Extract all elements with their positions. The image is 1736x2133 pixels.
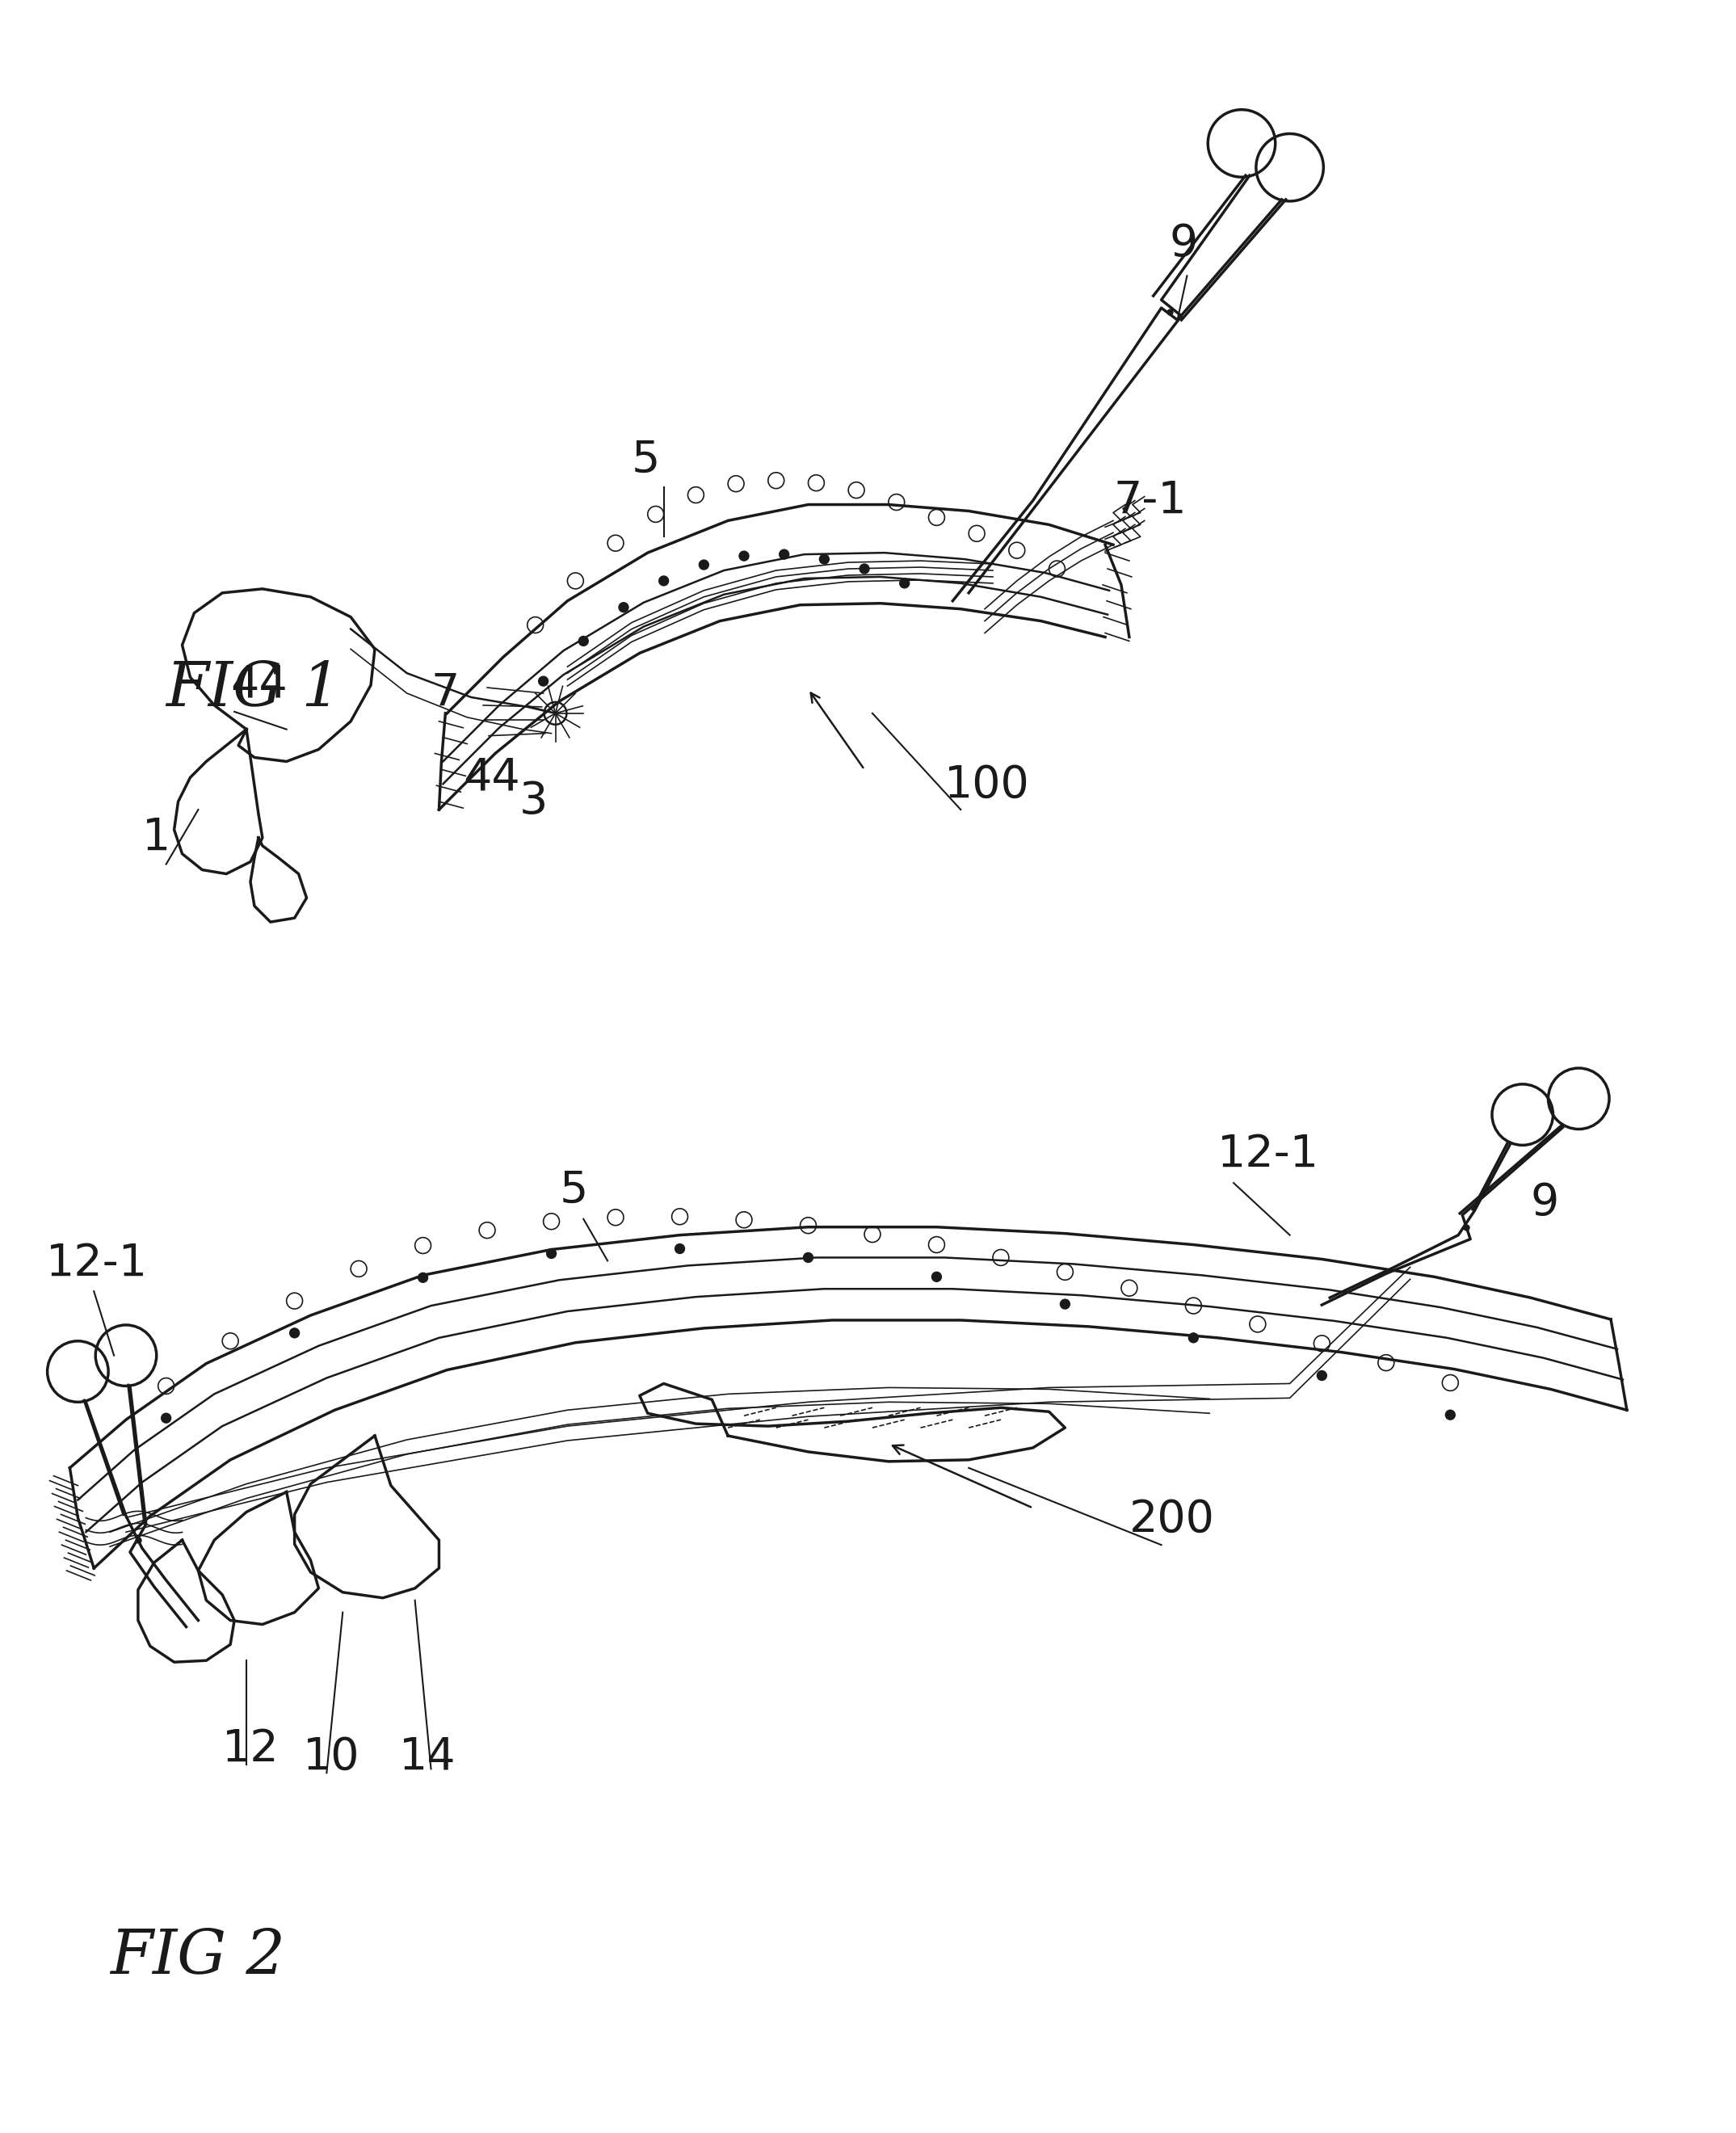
Text: 12-1: 12-1 xyxy=(45,1241,148,1284)
Circle shape xyxy=(618,602,628,612)
Circle shape xyxy=(1189,1333,1198,1342)
Text: 7-1: 7-1 xyxy=(1113,478,1186,523)
Circle shape xyxy=(578,636,589,646)
Text: FIG 1: FIG 1 xyxy=(167,659,342,719)
Text: 12-1: 12-1 xyxy=(1217,1133,1319,1177)
Circle shape xyxy=(804,1252,812,1263)
Text: 5: 5 xyxy=(559,1169,589,1214)
Circle shape xyxy=(660,576,668,587)
Circle shape xyxy=(547,1248,556,1258)
Circle shape xyxy=(161,1414,170,1423)
Circle shape xyxy=(819,555,830,563)
Circle shape xyxy=(290,1329,299,1337)
Text: 9: 9 xyxy=(1170,222,1198,264)
Circle shape xyxy=(538,676,549,687)
Text: 9: 9 xyxy=(1531,1182,1559,1224)
Circle shape xyxy=(779,550,788,559)
Circle shape xyxy=(932,1271,941,1282)
Circle shape xyxy=(1061,1299,1069,1310)
Text: 1: 1 xyxy=(142,815,170,860)
Circle shape xyxy=(418,1273,427,1282)
Circle shape xyxy=(1318,1372,1326,1380)
Text: 44: 44 xyxy=(231,663,288,706)
Text: FIG 2: FIG 2 xyxy=(109,1926,285,1986)
Text: 5: 5 xyxy=(632,439,660,482)
Text: 7: 7 xyxy=(431,672,460,715)
Circle shape xyxy=(859,563,870,574)
Circle shape xyxy=(700,561,708,570)
Text: 3: 3 xyxy=(519,781,549,823)
Text: 100: 100 xyxy=(944,764,1029,806)
Text: 14: 14 xyxy=(399,1734,457,1779)
Text: 200: 200 xyxy=(1128,1497,1215,1542)
Text: 12: 12 xyxy=(222,1728,279,1770)
Circle shape xyxy=(740,550,748,561)
Circle shape xyxy=(1446,1410,1455,1421)
Circle shape xyxy=(899,578,910,589)
Text: 10: 10 xyxy=(302,1734,359,1779)
Text: 44: 44 xyxy=(464,755,521,800)
Circle shape xyxy=(675,1244,684,1254)
